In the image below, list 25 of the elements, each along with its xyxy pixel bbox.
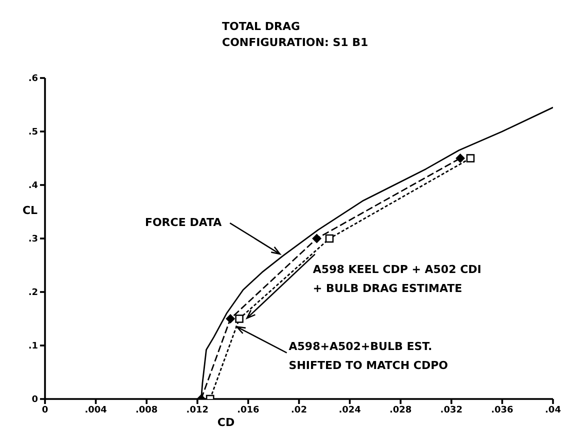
x-tick-label: .036 bbox=[491, 405, 514, 416]
x-tick-label: .016 bbox=[237, 405, 260, 416]
x-axis-title: CD bbox=[217, 416, 235, 429]
y-tick-label: .3 bbox=[28, 234, 38, 245]
annotation: FORCE DATA bbox=[144, 216, 222, 230]
x-tick-label: .04 bbox=[545, 405, 561, 416]
y-tick-label: .4 bbox=[28, 181, 38, 192]
y-tick-label: .5 bbox=[28, 128, 38, 138]
x-tick-label: .012 bbox=[186, 405, 209, 416]
y-tick-label: .1 bbox=[28, 342, 38, 352]
y-tick-label: 0 bbox=[32, 395, 38, 406]
chart-title: TOTAL DRAG bbox=[222, 20, 300, 33]
annotation: A598 KEEL CDP + A502 CDI + BULB DRAG ESTIMATE bbox=[312, 263, 482, 296]
annotation: A598+A502+BULB EST. SHIFTED TO MATCH CDPO bbox=[288, 340, 448, 372]
x-tick-label: 0 bbox=[42, 405, 48, 416]
x-tick-label: .004 bbox=[84, 405, 107, 416]
y-tick-label: .6 bbox=[28, 74, 38, 84]
x-tick-label: .028 bbox=[389, 405, 412, 416]
chart-subtitle: CONFIGURATION: S1 B1 bbox=[222, 36, 368, 49]
x-tick-label: .02 bbox=[291, 405, 307, 416]
y-tick-label: .2 bbox=[28, 288, 38, 298]
x-tick-label: .008 bbox=[135, 405, 158, 416]
x-tick-label: .032 bbox=[440, 405, 463, 416]
x-tick-label: .024 bbox=[338, 405, 361, 416]
y-axis-title: CL bbox=[22, 204, 38, 217]
